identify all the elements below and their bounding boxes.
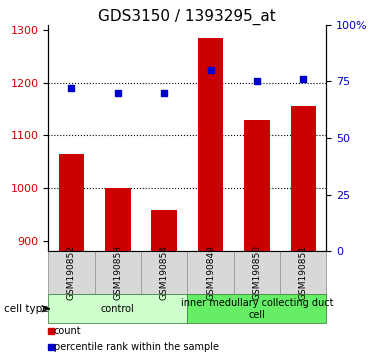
Point bbox=[208, 67, 214, 73]
Bar bbox=[234, 251, 280, 294]
Bar bbox=[105, 188, 131, 251]
Bar bbox=[59, 154, 84, 251]
Bar bbox=[95, 251, 141, 294]
Point bbox=[254, 79, 260, 84]
Bar bbox=[280, 251, 326, 294]
Bar bbox=[187, 294, 326, 323]
Text: GSM190854: GSM190854 bbox=[160, 245, 169, 300]
Point bbox=[115, 90, 121, 96]
Bar bbox=[141, 251, 187, 294]
Bar bbox=[244, 120, 270, 251]
Bar bbox=[151, 210, 177, 251]
Bar bbox=[48, 251, 95, 294]
Text: inner medullary collecting duct
cell: inner medullary collecting duct cell bbox=[181, 298, 333, 320]
Text: GSM190851: GSM190851 bbox=[299, 245, 308, 300]
Text: control: control bbox=[101, 304, 135, 314]
Text: GSM190850: GSM190850 bbox=[252, 245, 262, 300]
Text: percentile rank within the sample: percentile rank within the sample bbox=[54, 342, 219, 352]
Bar bbox=[187, 251, 234, 294]
Text: GSM190853: GSM190853 bbox=[113, 245, 122, 300]
Point bbox=[69, 85, 75, 91]
Bar bbox=[198, 38, 223, 251]
Text: GSM190849: GSM190849 bbox=[206, 245, 215, 300]
Text: count: count bbox=[54, 326, 81, 336]
Text: cell type: cell type bbox=[4, 304, 49, 314]
Point bbox=[161, 90, 167, 96]
Bar bbox=[48, 294, 187, 323]
Bar bbox=[290, 106, 316, 251]
Text: GSM190852: GSM190852 bbox=[67, 245, 76, 300]
Title: GDS3150 / 1393295_at: GDS3150 / 1393295_at bbox=[98, 8, 276, 25]
Point bbox=[301, 76, 306, 82]
